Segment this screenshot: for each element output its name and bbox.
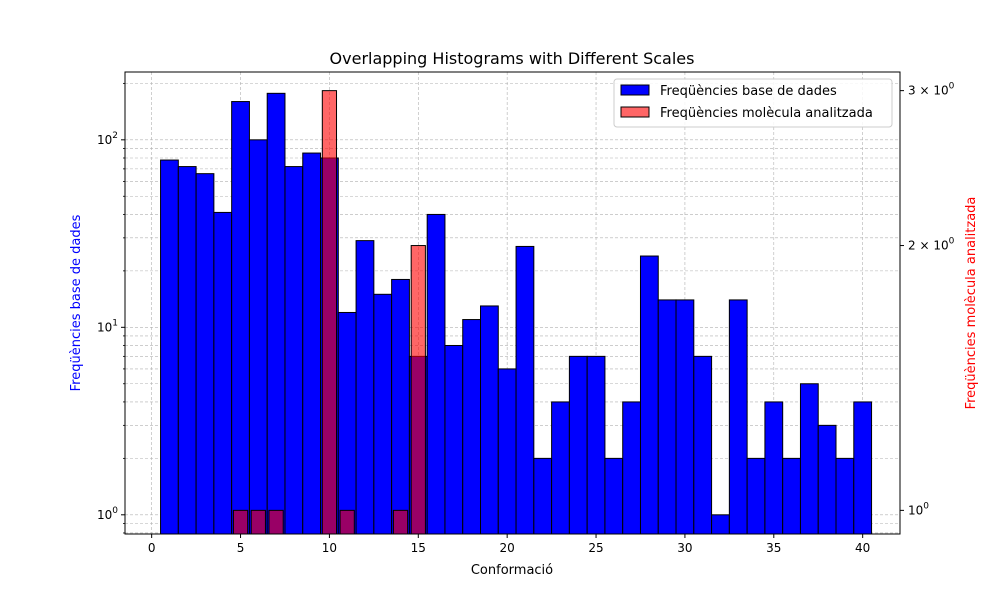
x-tick-label: 25 [588, 541, 603, 555]
right-tick-label: 2 × 100 [908, 237, 955, 253]
legend-swatch-molecule [620, 106, 650, 118]
bar-molecule-14 [392, 509, 409, 535]
right-tick-label: 100 [908, 501, 929, 517]
bar-database-8 [284, 166, 304, 535]
bar-database-13 [373, 293, 393, 535]
x-tick-label: 35 [766, 541, 781, 555]
left-y-axis-label: Freqüències base de dades [69, 214, 84, 391]
bar-database-36 [782, 457, 801, 535]
right-tick-label: 3 × 100 [908, 82, 955, 98]
bar-database-11 [337, 311, 357, 535]
x-axis-label: Conformació [471, 563, 553, 578]
bar-database-37 [799, 383, 819, 535]
left-y-axis: 100 101 102 [97, 82, 125, 534]
bar-database-39 [835, 457, 855, 535]
database-frequency-bars [160, 92, 873, 535]
bar-database-26 [604, 457, 624, 535]
bar-molecule-11 [339, 509, 355, 535]
x-tick-label: 5 [237, 541, 245, 555]
bar-database-29 [657, 299, 677, 535]
bar-database-20 [497, 368, 517, 535]
bar-database-22 [533, 457, 553, 535]
bar-database-24 [568, 355, 588, 535]
legend-label-database: Freqüències base de dades [660, 84, 837, 99]
bar-database-3 [195, 173, 215, 535]
molecule-frequency-bars [232, 90, 426, 535]
bar-database-4 [213, 211, 233, 535]
bar-database-32 [711, 514, 730, 535]
bar-database-30 [675, 299, 695, 535]
bar-database-1 [160, 159, 179, 535]
x-tick-label: 40 [855, 541, 870, 555]
bar-database-18 [462, 319, 482, 535]
bar-database-21 [515, 245, 535, 535]
bar-molecule-5 [232, 509, 249, 535]
left-tick-label: 101 [97, 318, 118, 334]
bar-database-27 [622, 401, 641, 535]
bar-database-33 [728, 299, 748, 535]
bar-database-31 [693, 355, 713, 535]
plot-frame [124, 71, 901, 535]
x-tick-label: 10 [322, 541, 337, 555]
right-y-axis-label: Freqüències molècula analitzada [964, 197, 979, 410]
x-axis: 0 5 10 15 20 25 30 35 40 [148, 534, 870, 555]
bar-database-14 [391, 278, 410, 535]
x-tick-label: 15 [411, 541, 426, 555]
bar-database-28 [639, 255, 659, 535]
bar-database-40 [853, 401, 873, 535]
bar-database-12 [355, 240, 375, 535]
bar-database-34 [746, 457, 766, 535]
legend-swatch-database [620, 84, 650, 96]
bar-molecule-7 [268, 509, 284, 535]
right-y-axis: 100 2 × 100 3 × 100 [900, 82, 955, 517]
bar-database-9 [302, 152, 322, 535]
bar-database-23 [551, 401, 570, 535]
bar-database-5 [231, 101, 250, 535]
bar-molecule-15 [410, 245, 426, 535]
bar-database-16 [426, 213, 446, 535]
bar-database-7 [266, 92, 286, 535]
chart-title: Overlapping Histograms with Different Sc… [330, 49, 695, 68]
bar-database-25 [586, 355, 606, 535]
legend: Freqüències base de dades Freqüències mo… [613, 78, 893, 128]
bar-database-17 [444, 344, 464, 535]
bar-database-6 [248, 139, 268, 535]
legend-box [613, 78, 893, 128]
legend-label-molecule: Freqüències molècula analitzada [660, 106, 873, 121]
bar-database-35 [764, 401, 784, 535]
bar-molecule-10 [321, 90, 338, 535]
left-tick-label: 102 [97, 131, 118, 147]
bar-molecule-6 [250, 509, 266, 535]
bar-database-2 [177, 166, 197, 535]
x-tick-label: 30 [677, 541, 692, 555]
left-tick-label: 100 [97, 506, 118, 522]
bar-database-38 [817, 424, 837, 535]
x-tick-label: 20 [500, 541, 515, 555]
x-tick-label: 0 [148, 541, 156, 555]
bar-database-19 [480, 305, 499, 535]
